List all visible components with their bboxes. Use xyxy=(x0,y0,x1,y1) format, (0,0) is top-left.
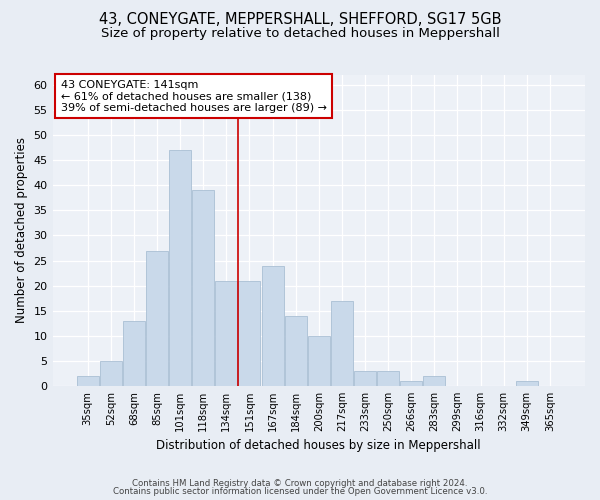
Bar xyxy=(146,250,168,386)
Bar xyxy=(308,336,330,386)
Bar xyxy=(215,280,238,386)
Bar xyxy=(123,320,145,386)
Bar xyxy=(77,376,98,386)
Text: 43 CONEYGATE: 141sqm
← 61% of detached houses are smaller (138)
39% of semi-deta: 43 CONEYGATE: 141sqm ← 61% of detached h… xyxy=(61,80,326,113)
Y-axis label: Number of detached properties: Number of detached properties xyxy=(15,138,28,324)
Text: Size of property relative to detached houses in Meppershall: Size of property relative to detached ho… xyxy=(101,28,499,40)
Bar xyxy=(284,316,307,386)
Bar xyxy=(354,371,376,386)
Bar xyxy=(262,266,284,386)
Text: 43, CONEYGATE, MEPPERSHALL, SHEFFORD, SG17 5GB: 43, CONEYGATE, MEPPERSHALL, SHEFFORD, SG… xyxy=(99,12,501,28)
X-axis label: Distribution of detached houses by size in Meppershall: Distribution of detached houses by size … xyxy=(157,440,481,452)
Text: Contains public sector information licensed under the Open Government Licence v3: Contains public sector information licen… xyxy=(113,487,487,496)
Bar xyxy=(377,371,399,386)
Bar xyxy=(331,300,353,386)
Bar xyxy=(400,381,422,386)
Bar xyxy=(192,190,214,386)
Bar xyxy=(424,376,445,386)
Bar xyxy=(169,150,191,386)
Bar xyxy=(238,280,260,386)
Text: Contains HM Land Registry data © Crown copyright and database right 2024.: Contains HM Land Registry data © Crown c… xyxy=(132,478,468,488)
Bar xyxy=(100,361,122,386)
Bar xyxy=(516,381,538,386)
